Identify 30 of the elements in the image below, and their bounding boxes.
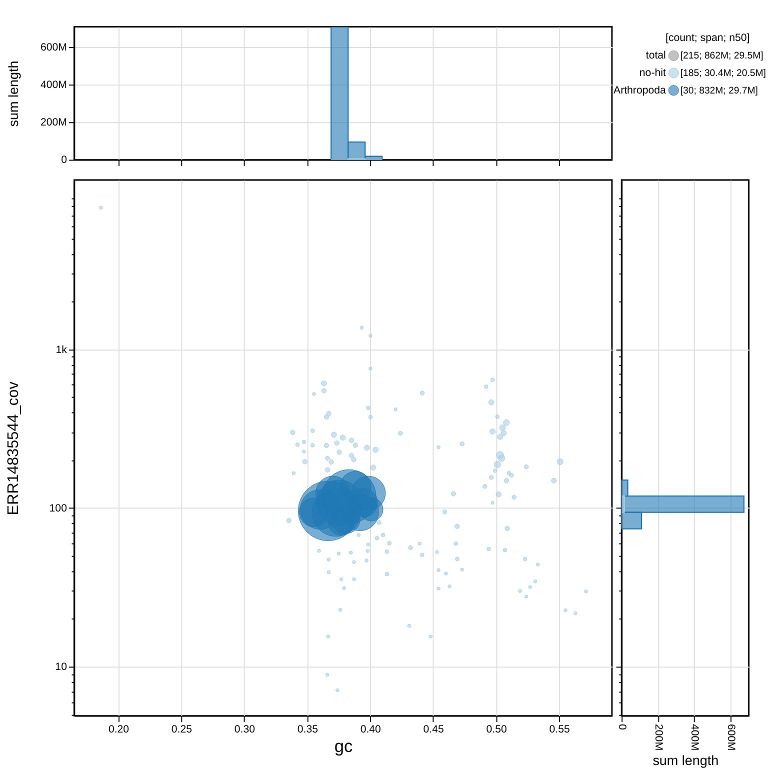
- y-tick-label: 10: [55, 661, 68, 674]
- x-tick-label: 200M: [652, 724, 664, 751]
- y-tick-label: 0: [61, 154, 68, 166]
- y-tick-label: 100: [49, 502, 68, 514]
- x-axis-title: sum length: [652, 752, 719, 768]
- text: [185; 30.4M; 20.5M]: [680, 68, 766, 79]
- text: [215; 862M; 29.5M]: [680, 50, 764, 62]
- x-tick-label: 0.35: [297, 724, 318, 736]
- x-tick-label: 600M: [724, 724, 737, 751]
- x-tick-label: 0.30: [234, 724, 256, 736]
- y-axis-title: ERR14835544_cov: [4, 381, 22, 516]
- x-tick-label: 0: [616, 724, 628, 730]
- legend-label: Arthropoda: [614, 84, 666, 96]
- legend-label: no-hit: [639, 66, 666, 79]
- x-tick-label: 0.40: [360, 724, 382, 736]
- legend-label: total: [646, 50, 666, 62]
- x-tick-label: 0.50: [486, 724, 507, 736]
- x-tick-label: 0.45: [423, 724, 444, 736]
- text: [30; 832M; 29.7M]: [680, 85, 758, 96]
- y-axis-title: sum length: [6, 60, 21, 127]
- y-tick-label: 200M: [40, 116, 67, 129]
- y-tick-label: 400M: [40, 78, 67, 91]
- x-tick-label: 0.25: [171, 724, 192, 736]
- y-tick-label: 1k: [56, 344, 68, 356]
- x-tick-label: 0.55: [549, 724, 570, 736]
- y-tick-label: 600M: [40, 41, 67, 54]
- x-tick-label: 0.20: [108, 724, 130, 736]
- x-tick-label: 400M: [688, 724, 701, 751]
- legend-title: [count; span; n50]: [666, 32, 750, 44]
- x-axis-title: gc: [334, 736, 354, 756]
